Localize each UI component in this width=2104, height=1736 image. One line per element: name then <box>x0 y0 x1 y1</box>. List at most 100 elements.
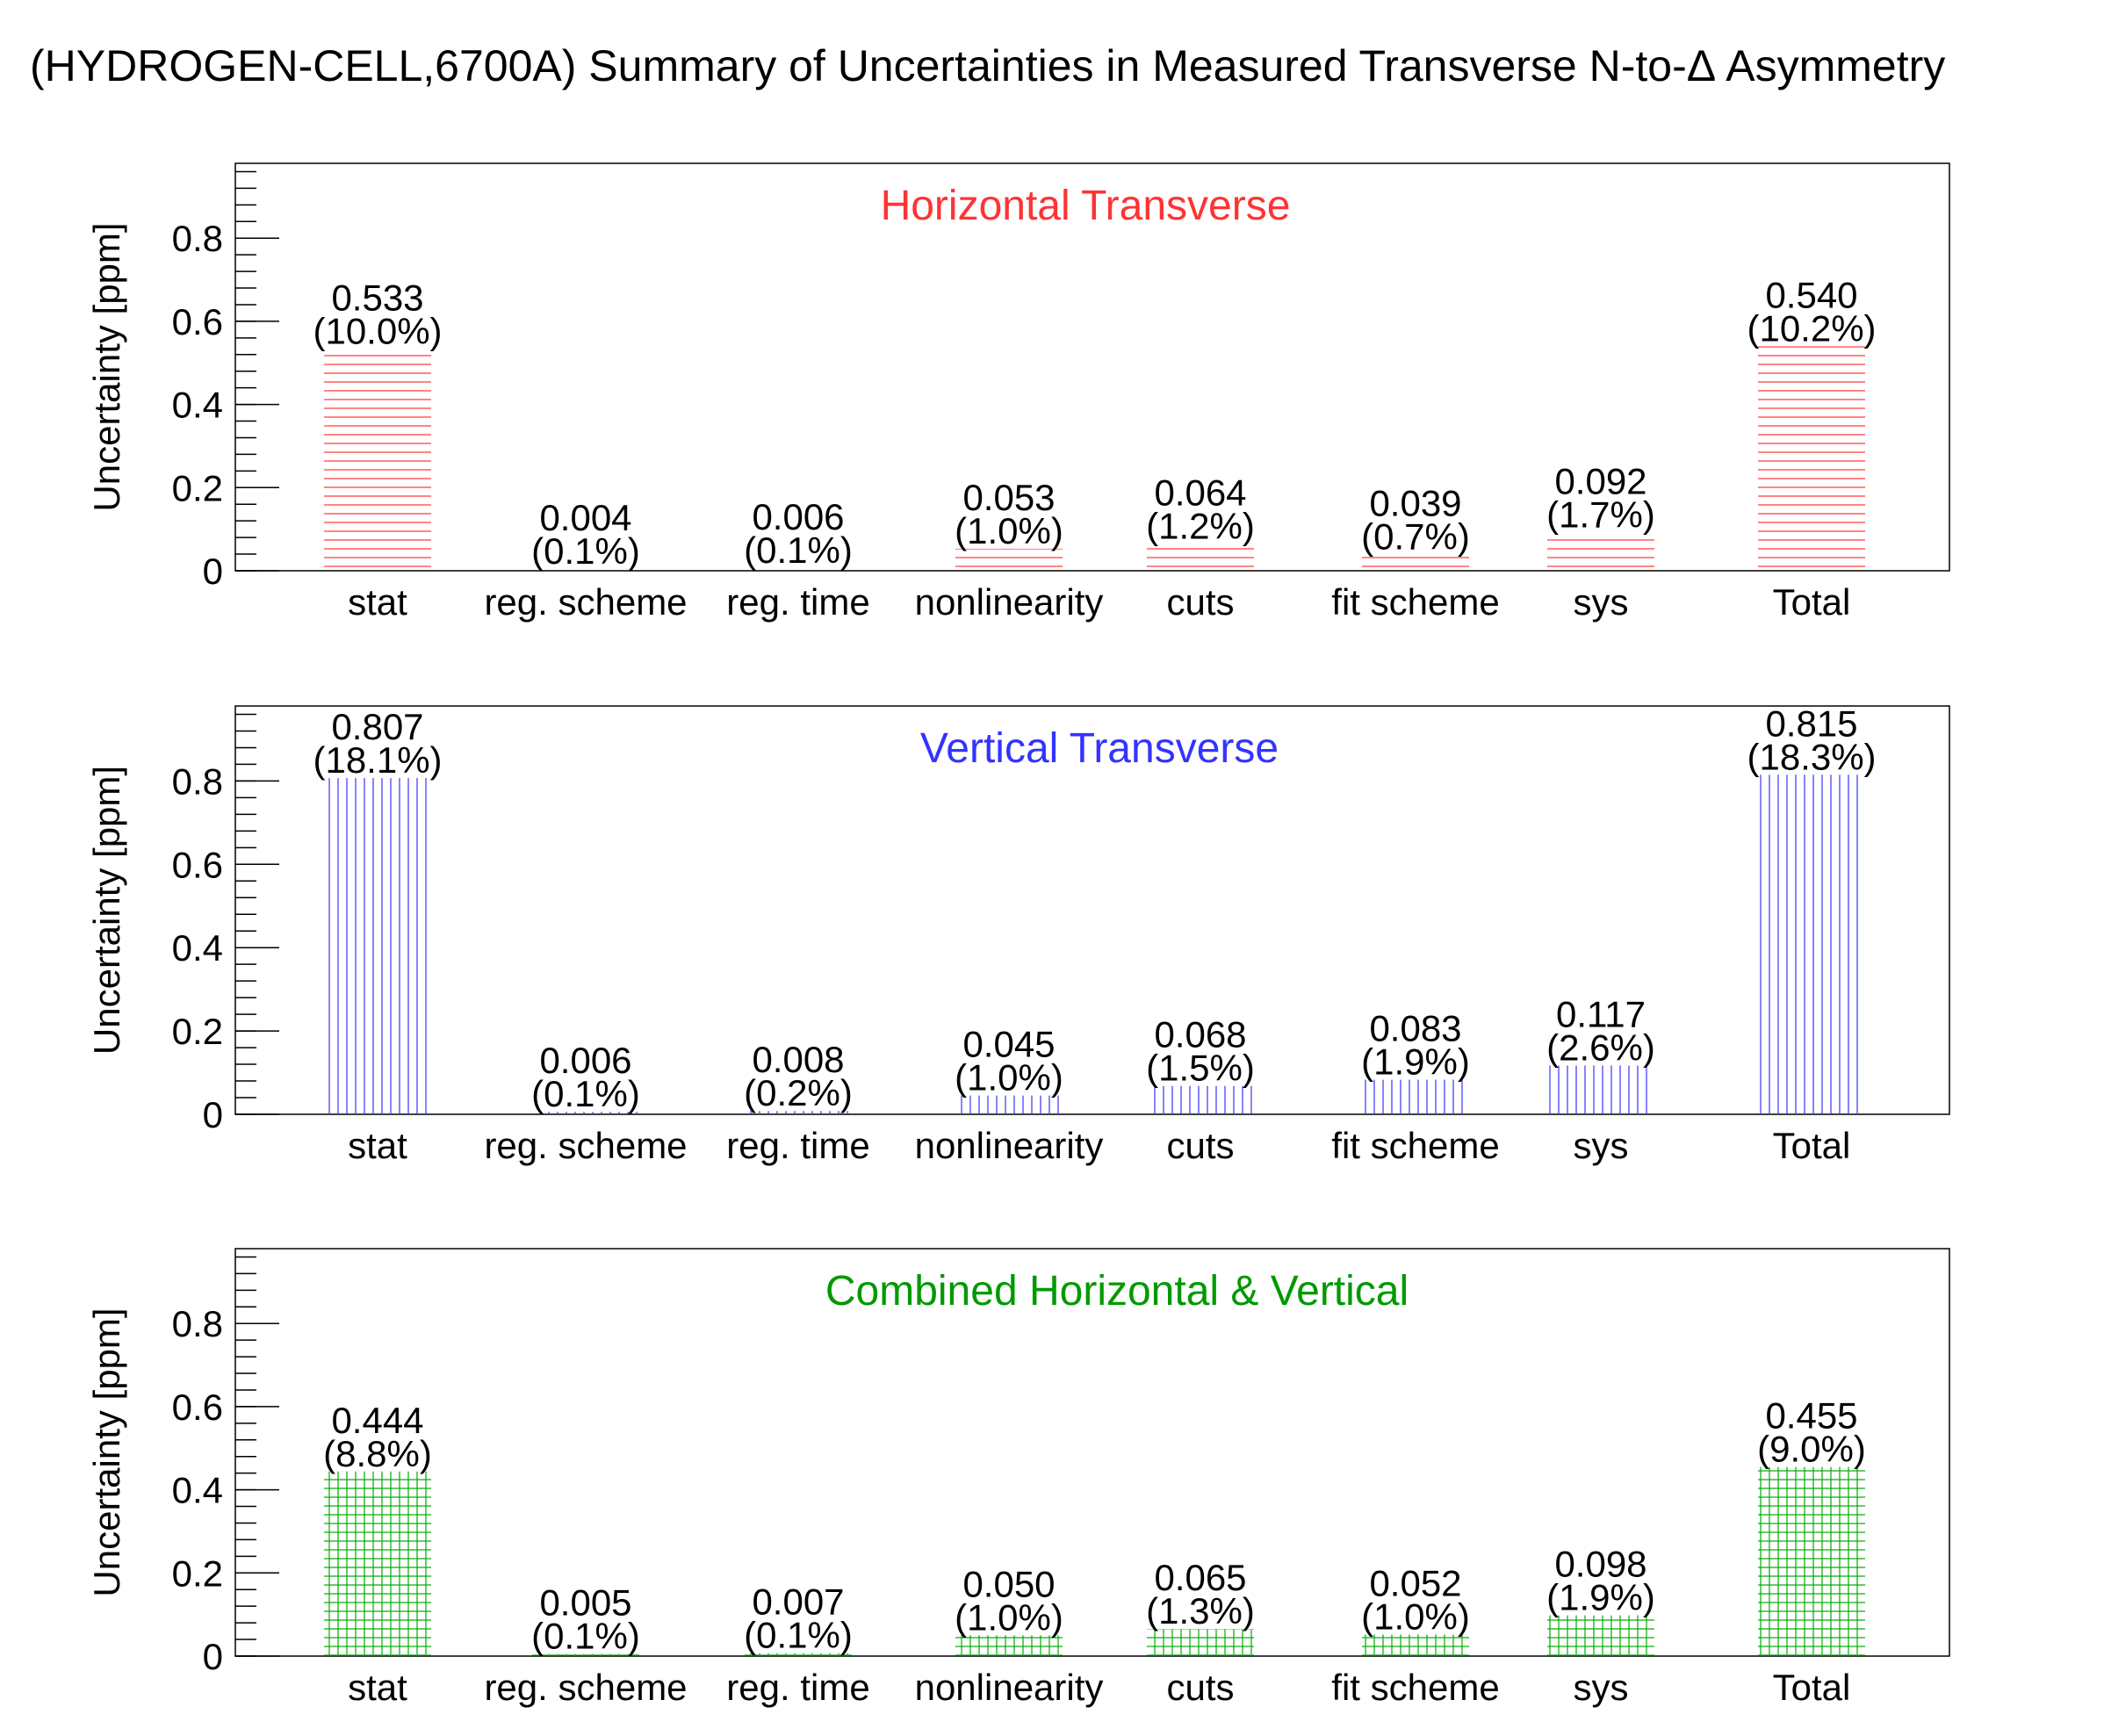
bar-reg-scheme <box>532 1112 639 1114</box>
bar-value-label: 0.050 <box>962 1563 1055 1604</box>
bar-value-label: 0.007 <box>752 1581 844 1623</box>
y-tick-label: 0.8 <box>172 760 223 802</box>
x-tick-label: Total <box>1773 581 1851 623</box>
bar-percent-label: (18.1%) <box>313 739 442 781</box>
chart-title: Vertical Transverse <box>920 725 1279 772</box>
x-tick-label: reg. time <box>726 581 869 623</box>
chart-panel-1: 0 0.2 0.4 0.6 0.8 Uncertainty [ppm] Horizontal… <box>86 162 1950 623</box>
x-tick-label: stat <box>348 581 407 623</box>
x-tick-label: sys <box>1574 1667 1629 1708</box>
y-axis-label: Uncertainty [ppm] <box>86 1307 127 1596</box>
y-tick-label: 0.4 <box>172 385 223 426</box>
plot-frame <box>234 1248 1950 1657</box>
bar-reg-time <box>745 1653 852 1656</box>
bar-percent-label: (0.7%) <box>1361 516 1470 558</box>
bar-value-label: 0.092 <box>1554 460 1646 501</box>
chart-title: Horizontal Transverse <box>881 183 1291 229</box>
y-tick-label: 0 <box>203 1094 223 1135</box>
x-tick-label: nonlinearity <box>915 1667 1104 1708</box>
bar-fit-scheme <box>1362 1634 1469 1656</box>
bar-sys <box>1547 1615 1654 1656</box>
y-tick-label: 0.2 <box>172 1552 223 1594</box>
bar-percent-label: (1.9%) <box>1361 1041 1470 1083</box>
bar-value-label: 0.117 <box>1556 993 1646 1034</box>
bar-total <box>1758 346 1865 571</box>
bar-value-label: 0.444 <box>331 1400 423 1441</box>
bar-value-label: 0.006 <box>752 496 844 537</box>
bar-percent-label: (1.9%) <box>1546 1577 1655 1618</box>
bar-nonlinearity <box>955 548 1063 571</box>
bar-percent-label: (0.1%) <box>744 529 853 571</box>
bar-percent-label: (1.2%) <box>1146 506 1255 547</box>
bar-percent-label: (1.5%) <box>1146 1048 1255 1089</box>
bar-percent-label: (18.3%) <box>1747 736 1876 777</box>
x-tick-label: nonlinearity <box>915 581 1104 623</box>
y-tick-label: 0.4 <box>172 927 223 969</box>
x-tick-label: sys <box>1574 581 1629 623</box>
x-tick-label: fit scheme <box>1331 1125 1499 1166</box>
bar-percent-label: (0.1%) <box>531 1073 640 1114</box>
y-tick-label: 0.2 <box>172 1011 223 1052</box>
bar-percent-label: (9.0%) <box>1757 1429 1866 1470</box>
bar-percent-label: (0.1%) <box>531 1616 640 1657</box>
bar-reg-scheme <box>532 1653 639 1656</box>
bar-value-label: 0.053 <box>962 477 1055 518</box>
x-tick-label: reg. scheme <box>484 1125 687 1166</box>
plot-frame <box>234 162 1950 572</box>
bar-nonlinearity <box>955 1635 1063 1656</box>
y-tick-label: 0.8 <box>172 218 223 259</box>
bar-percent-label: (1.0%) <box>955 1596 1063 1638</box>
y-axis-label: Uncertainty [ppm] <box>86 222 127 511</box>
bar-value-label: 0.533 <box>331 277 423 319</box>
x-tick-label: nonlinearity <box>915 1125 1104 1166</box>
bar-value-label: 0.039 <box>1369 483 1461 524</box>
bar-total <box>1758 774 1865 1114</box>
chart-panels: 0 0.2 0.4 0.6 0.8 Uncertainty [ppm] Horizontal… <box>86 162 1950 1708</box>
bar-reg-time <box>745 1111 852 1114</box>
y-axis-label: Uncertainty [ppm] <box>86 766 127 1055</box>
y-tick-label: 0.8 <box>172 1303 223 1344</box>
y-tick-label: 0.6 <box>172 844 223 885</box>
bar-value-label: 0.068 <box>1154 1014 1246 1055</box>
x-tick-label: fit scheme <box>1331 581 1499 623</box>
bar-value-label: 0.807 <box>331 706 423 747</box>
bar-value-label: 0.052 <box>1369 1562 1461 1603</box>
bar-percent-label: (1.7%) <box>1546 493 1655 535</box>
bar-percent-label: (10.2%) <box>1747 307 1876 349</box>
bar-stat <box>324 1471 431 1656</box>
bar-percent-label: (8.8%) <box>323 1433 432 1474</box>
bar-percent-label: (0.2%) <box>744 1072 853 1113</box>
bar-value-label: 0.815 <box>1765 702 1857 744</box>
x-tick-label: cuts <box>1166 1667 1234 1708</box>
bar-sys <box>1547 1065 1654 1114</box>
bar-percent-label: (1.3%) <box>1146 1590 1255 1632</box>
bar-percent-label: (1.0%) <box>1361 1596 1470 1637</box>
bar-total <box>1758 1466 1865 1656</box>
bar-value-label: 0.455 <box>1765 1395 1857 1437</box>
bar-value-label: 0.540 <box>1765 274 1857 315</box>
bar-value-label: 0.008 <box>752 1039 844 1080</box>
y-tick-label: 0.6 <box>172 1387 223 1428</box>
bar-stat <box>324 778 431 1114</box>
bar-reg-scheme <box>532 569 639 571</box>
bar-stat <box>324 349 431 571</box>
bar-percent-label: (0.1%) <box>531 530 640 572</box>
chart-panel-3: 0 0.2 0.4 0.6 0.8 Uncertainty [ppm] Combined H… <box>86 1248 1950 1708</box>
bar-cuts <box>1147 1085 1254 1114</box>
bar-cuts <box>1147 544 1254 571</box>
bar-percent-label: (2.6%) <box>1546 1026 1655 1068</box>
x-tick-label: cuts <box>1166 1125 1234 1166</box>
bar-percent-label: (0.1%) <box>744 1615 853 1656</box>
bar-fit-scheme <box>1362 554 1469 571</box>
chart-panel-2: 0 0.2 0.4 0.6 0.8 Uncertainty [ppm] Vertical T… <box>86 702 1950 1166</box>
y-tick-label: 0.4 <box>172 1470 223 1511</box>
y-tick-label: 0 <box>203 1636 223 1677</box>
x-tick-label: reg. scheme <box>484 581 687 623</box>
bar-value-label: 0.083 <box>1369 1008 1461 1049</box>
bar-cuts <box>1147 1629 1254 1656</box>
bar-percent-label: (1.0%) <box>955 510 1063 551</box>
bar-percent-label: (1.0%) <box>955 1057 1063 1099</box>
bar-fit-scheme <box>1362 1079 1469 1114</box>
